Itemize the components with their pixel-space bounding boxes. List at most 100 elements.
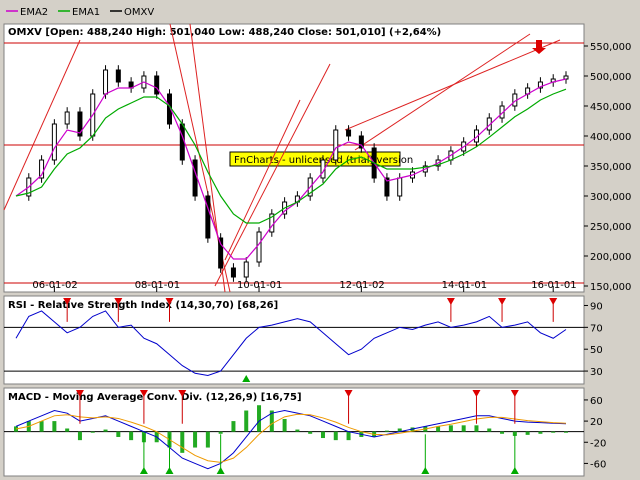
macd-histogram-bar <box>564 431 568 433</box>
y-tick-label: 20 <box>590 417 603 428</box>
candle-body <box>218 237 224 269</box>
macd-histogram-bar <box>436 426 441 432</box>
rsi-title: RSI - Relative Strength Index (14,30,70)… <box>8 300 278 311</box>
y-tick-label: 150,000 <box>590 282 631 293</box>
macd-histogram-bar <box>397 428 402 432</box>
candle-body <box>537 81 543 89</box>
trend-line <box>214 63 331 287</box>
candle-body <box>230 267 236 278</box>
candle-body <box>103 69 109 95</box>
macd-signal-up <box>139 467 148 474</box>
candle-body <box>51 123 57 161</box>
y-tick-label: -20 <box>590 438 606 449</box>
macd-histogram-bar <box>269 410 274 432</box>
macd-histogram-bar <box>257 405 262 432</box>
macd-histogram-bar <box>65 428 70 432</box>
macd-histogram-bar <box>52 421 57 432</box>
macd-signal-down <box>139 390 148 397</box>
macd-histogram-bar <box>231 421 236 432</box>
candle-body <box>346 129 352 137</box>
rsi-line <box>15 310 567 376</box>
macd-histogram-bar <box>90 431 95 433</box>
candle-body <box>397 177 403 197</box>
macd-signal-up <box>421 467 430 474</box>
macd-histogram-bar <box>346 431 351 441</box>
macd-signal-up <box>510 467 519 474</box>
candle-body <box>39 159 45 179</box>
macd-histogram-bar <box>205 431 210 448</box>
y-tick-label: 400,000 <box>590 132 631 143</box>
legend: EMA2 EMA1 OMXV <box>6 7 154 18</box>
y-tick-label: 60 <box>590 396 603 407</box>
y-tick-label: 70 <box>590 323 603 334</box>
macd-histogram-bar <box>77 431 82 441</box>
candle-body <box>192 159 198 197</box>
candle-body <box>384 177 390 197</box>
legend-label: EMA2 <box>20 7 48 18</box>
y-tick-label: 350,000 <box>590 162 631 173</box>
candle-body <box>563 75 569 80</box>
main-title: OMXV [Open: 488,240 High: 501,040 Low: 4… <box>8 27 441 38</box>
macd-histogram-bar <box>512 431 517 436</box>
x-tick-label: 06-01-02 <box>32 280 77 291</box>
macd-histogram-bar <box>103 429 108 432</box>
rsi-signal-down <box>498 298 507 305</box>
candle-body <box>115 69 121 83</box>
macd-histogram-bar <box>333 431 338 441</box>
trend-line <box>3 39 81 211</box>
y-tick-label: 550,000 <box>590 42 631 53</box>
macd-histogram-bar <box>410 427 415 432</box>
trend-line <box>224 99 301 261</box>
x-tick-label: 12-01-02 <box>339 280 384 291</box>
macd-histogram-bar <box>551 431 556 433</box>
macd-histogram-bar <box>39 421 44 432</box>
legend-label: EMA1 <box>72 7 100 18</box>
macd-histogram-bar <box>282 418 287 432</box>
trend-line <box>354 33 531 151</box>
y-tick-label: -60 <box>590 459 606 470</box>
macd-signal-down <box>472 390 481 397</box>
candle-body <box>205 195 211 239</box>
macd-histogram-bar <box>487 428 492 432</box>
x-tick-label: 10-01-01 <box>237 280 282 291</box>
arrow-marker <box>532 40 546 54</box>
candle-body <box>333 129 339 161</box>
x-tick-label: 16-01-01 <box>531 280 576 291</box>
candle-body <box>256 231 262 263</box>
candle-body <box>64 111 70 125</box>
rsi-panel <box>3 295 585 385</box>
candle-body <box>243 261 249 278</box>
series-line-ema2 <box>15 78 567 260</box>
y-tick-label: 450,000 <box>590 102 631 113</box>
rsi-signal-up <box>242 375 251 382</box>
macd-histogram-bar <box>244 410 249 432</box>
macd-histogram-bar <box>116 431 121 437</box>
y-tick-label: 200,000 <box>590 252 631 263</box>
chart-marks: 550,000 500,000 450,000 400,000 350,000 300,0… <box>3 23 631 474</box>
candle-body <box>358 135 364 149</box>
y-tick-label: 500,000 <box>590 72 631 83</box>
macd-signal-down <box>510 390 519 397</box>
macd-histogram-bar <box>448 425 453 432</box>
watermark-box <box>229 151 401 167</box>
y-tick-label: 90 <box>590 301 603 312</box>
macd-histogram-bar <box>500 431 505 434</box>
macd-histogram-bar <box>474 425 479 432</box>
macd-histogram-bar <box>320 431 325 439</box>
macd-histogram-bar <box>308 431 313 434</box>
candle-body <box>77 111 83 137</box>
macd-signal-line <box>15 413 567 463</box>
x-tick-label: 14-01-01 <box>442 280 487 291</box>
series-line-ema1 <box>15 88 567 224</box>
candle-body <box>154 75 160 95</box>
macd-histogram-bar <box>461 425 466 432</box>
trend-line <box>344 39 561 131</box>
candle-body <box>179 123 185 161</box>
rsi-signal-down <box>446 298 455 305</box>
rsi-signal-down <box>165 298 174 305</box>
macd-signal-down <box>344 390 353 397</box>
macd-signal-down <box>75 390 84 397</box>
rsi-signal-down <box>549 298 558 305</box>
x-tick-label: 08-01-01 <box>135 280 180 291</box>
